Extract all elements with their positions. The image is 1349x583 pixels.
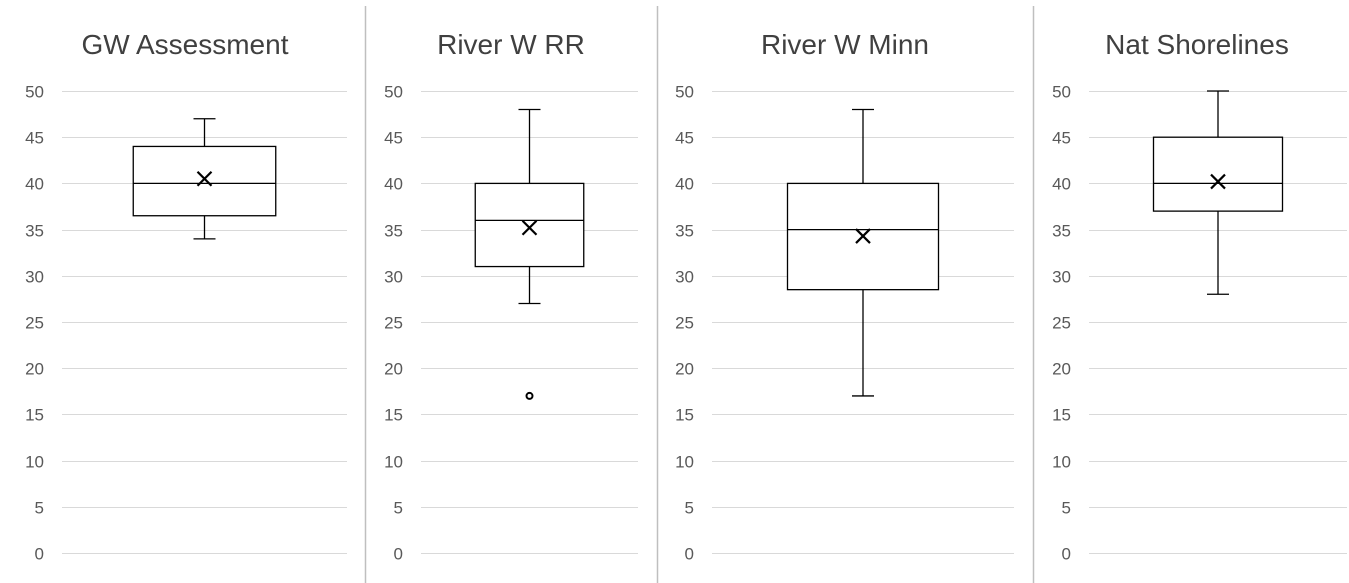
- chart-title-nat-shorelines: Nat Shorelines: [1105, 29, 1289, 60]
- chart-title-river-w-rr: River W RR: [437, 29, 585, 60]
- y-tick-label: 15: [675, 406, 694, 425]
- y-tick-label: 35: [1052, 222, 1071, 241]
- mean-marker: [196, 171, 213, 187]
- y-tick-label: 5: [394, 499, 403, 518]
- y-tick-label: 10: [25, 453, 44, 472]
- y-tick-label: 40: [384, 175, 403, 194]
- y-tick-label: 45: [675, 129, 694, 148]
- y-tick-label: 35: [675, 222, 694, 241]
- y-tick-label: 35: [384, 222, 403, 241]
- y-tick-label: 20: [384, 360, 403, 379]
- y-tick-label: 45: [384, 129, 403, 148]
- y-tick-label: 40: [1052, 175, 1071, 194]
- y-tick-label: 35: [25, 222, 44, 241]
- y-tick-label: 50: [1052, 83, 1071, 102]
- y-tick-label: 30: [675, 268, 694, 287]
- y-tick-label: 30: [25, 268, 44, 287]
- y-tick-label: 5: [35, 499, 44, 518]
- y-tick-label: 15: [25, 406, 44, 425]
- box-iqr: [474, 182, 585, 268]
- y-tick-label: 25: [675, 314, 694, 333]
- mean-marker: [855, 228, 871, 244]
- y-tick-label: 0: [1062, 545, 1071, 564]
- y-tick-label: 15: [1052, 406, 1071, 425]
- y-tick-label: 10: [384, 453, 403, 472]
- y-tick-label: 20: [675, 360, 694, 379]
- y-tick-label: 50: [675, 83, 694, 102]
- y-tick-label: 50: [25, 83, 44, 102]
- outlier-point: [525, 391, 534, 400]
- y-tick-label: 20: [25, 360, 44, 379]
- chart-title-gw-assessment: GW Assessment: [82, 29, 289, 60]
- mean-marker: [521, 219, 538, 236]
- y-tick-label: 40: [675, 175, 694, 194]
- y-tick-label: 40: [25, 175, 44, 194]
- y-tick-label: 0: [35, 545, 44, 564]
- y-tick-label: 5: [685, 499, 694, 518]
- y-tick-label: 0: [685, 545, 694, 564]
- box-iqr: [1152, 136, 1284, 212]
- y-tick-label: 25: [384, 314, 403, 333]
- y-tick-label: 5: [1062, 499, 1071, 518]
- y-tick-label: 15: [384, 406, 403, 425]
- y-tick-label: 25: [1052, 314, 1071, 333]
- box-iqr: [132, 145, 277, 217]
- y-tick-label: 45: [25, 129, 44, 148]
- y-tick-label: 50: [384, 83, 403, 102]
- y-tick-label: 0: [394, 545, 403, 564]
- y-tick-label: 20: [1052, 360, 1071, 379]
- y-tick-label: 30: [1052, 268, 1071, 287]
- mean-marker: [1210, 173, 1226, 190]
- y-tick-label: 10: [1052, 453, 1071, 472]
- y-tick-label: 30: [384, 268, 403, 287]
- chart-title-river-w-minn: River W Minn: [761, 29, 929, 60]
- y-tick-label: 45: [1052, 129, 1071, 148]
- y-tick-label: 10: [675, 453, 694, 472]
- y-tick-label: 25: [25, 314, 44, 333]
